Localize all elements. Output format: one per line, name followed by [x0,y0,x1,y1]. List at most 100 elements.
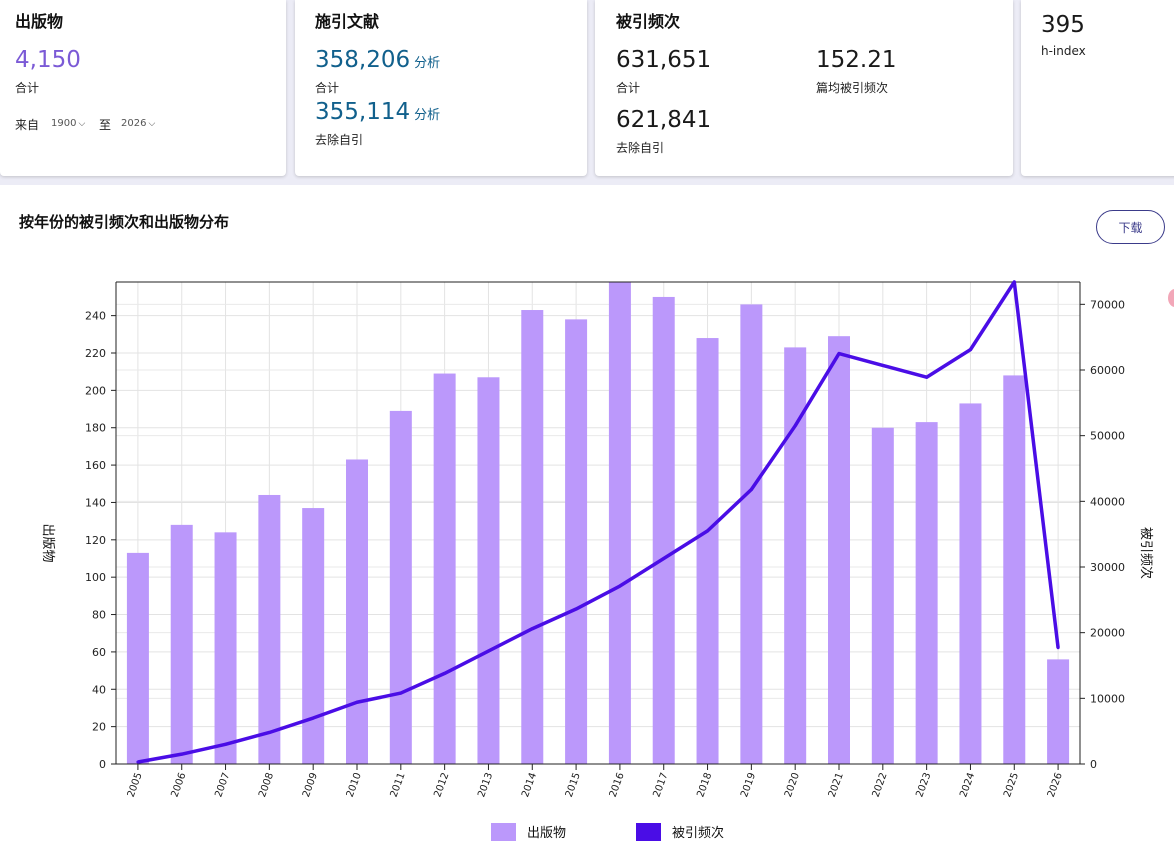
x-tick-label: 2005 [126,771,145,799]
bar [302,508,325,764]
line-point [443,671,447,675]
x-tick-label: 2019 [739,771,758,799]
publications-title: 出版物 [15,12,64,31]
bar [740,304,763,764]
x-tick-label: 2017 [652,771,671,799]
from-label: 来自 [15,118,40,132]
legend-swatch-bar [491,823,516,841]
x-tick-label: 2020 [783,771,802,799]
bar [608,282,631,764]
bar [871,427,894,764]
y-axis-title: 出版物 [40,523,55,562]
line-point [706,529,710,533]
y-tick-label: 20 [92,721,106,734]
y-tick-label: 100 [85,571,106,584]
x-tick-label: 2013 [476,771,495,799]
bar [1003,375,1026,764]
x-tick-label: 2018 [695,771,714,799]
y-tick-label: 180 [85,422,106,435]
chevron-down-icon: ⌵ [78,119,86,129]
citing-excl-value: 355,114 [315,99,411,125]
side-indicator [1168,289,1174,307]
line-point [837,352,841,356]
x-tick-label: 2008 [257,771,276,799]
download-button[interactable]: 下载 [1096,210,1165,244]
citing-analyze-link[interactable]: 分析 [414,56,441,71]
times-cited-total: 631,651 [616,47,712,73]
from-year-value: 1900 [51,118,77,129]
avg-citations-label: 篇均被引频次 [816,81,889,95]
line-point [1056,646,1060,650]
y2-tick-label: 10000 [1090,692,1125,705]
y-tick-label: 60 [92,646,106,659]
x-tick-label: 2025 [1002,771,1021,799]
chart-grid [116,282,1080,765]
avg-citations-value: 152.21 [816,47,897,73]
line-point [1012,280,1016,284]
citing-title: 施引文献 [315,12,380,31]
publications-total-label: 合计 [15,81,40,95]
bar [652,296,675,764]
bar [959,403,982,764]
to-label: 至 [99,118,112,132]
bar [214,532,237,764]
y-tick-label: 200 [85,384,106,397]
y-tick-label: 220 [85,347,106,360]
to-year-select[interactable]: 2026 ⌵ [121,118,155,129]
line-point [968,348,972,352]
y-tick-label: 80 [92,609,106,622]
x-tick-label: 2015 [564,771,583,799]
x-tick-label: 2006 [170,771,189,799]
line-point [399,691,403,695]
x-tick-label: 2014 [520,771,539,799]
y-tick-label: 40 [92,683,106,696]
bar [521,310,544,764]
bar [126,552,149,764]
y2-tick-label: 40000 [1090,495,1125,508]
line-point [224,742,228,746]
x-tick-label: 2007 [213,771,232,799]
line-point [311,716,315,720]
y-tick-label: 120 [85,534,106,547]
times-cited-card: 被引频次 631,651 合计 152.21 篇均被引频次 621,841 去除… [595,0,1013,176]
line-point [662,556,666,560]
y2-tick-label: 50000 [1090,430,1125,443]
times-cited-excl: 621,841 [616,107,712,133]
line-point [925,375,929,379]
times-cited-excl-label: 去除自引 [616,141,665,155]
chart-legend: 出版物 被引频次 [491,823,724,841]
y2-tick-label: 30000 [1090,561,1125,574]
line-point [267,730,271,734]
x-tick-label: 2022 [871,771,890,799]
bar [433,373,456,764]
y-tick-label: 140 [85,496,106,509]
bar [915,422,938,764]
citing-total: 358,206 分析 [315,47,440,73]
from-year-select[interactable]: 1900 ⌵ [51,118,85,129]
chevron-down-icon: ⌵ [148,119,156,129]
bar [696,338,719,764]
line-point [486,649,490,653]
x-tick-label: 2011 [389,771,408,799]
y2-tick-label: 60000 [1090,364,1125,377]
y2-tick-label: 20000 [1090,627,1125,640]
citations-line [137,280,1060,764]
bar [565,319,588,764]
bar [828,336,850,764]
line-point [749,488,753,492]
x-tick-label: 2010 [345,771,364,799]
citing-total-value: 358,206 [315,47,411,73]
x-tick-label: 2026 [1046,771,1065,799]
legend-label-bar: 出版物 [527,826,566,841]
citing-excl-analyze-link[interactable]: 分析 [414,108,441,123]
citing-excl: 355,114 分析 [315,99,440,125]
x-tick-label: 2009 [301,771,320,799]
hindex-value: 395 [1041,12,1085,38]
line-point [136,760,140,764]
chart-axes: 0 20 40 60 80 100 120 140 160 180 200 220 240 0 10000 2… [85,281,1125,799]
axis-labels: 出版物 被引频次 [40,523,1154,579]
line-point [355,700,359,704]
citing-card: 施引文献 358,206 分析 合计 355,114 分析 去除自引 [295,0,587,176]
bar-series [126,282,1070,764]
y-tick-label: 160 [85,459,106,472]
